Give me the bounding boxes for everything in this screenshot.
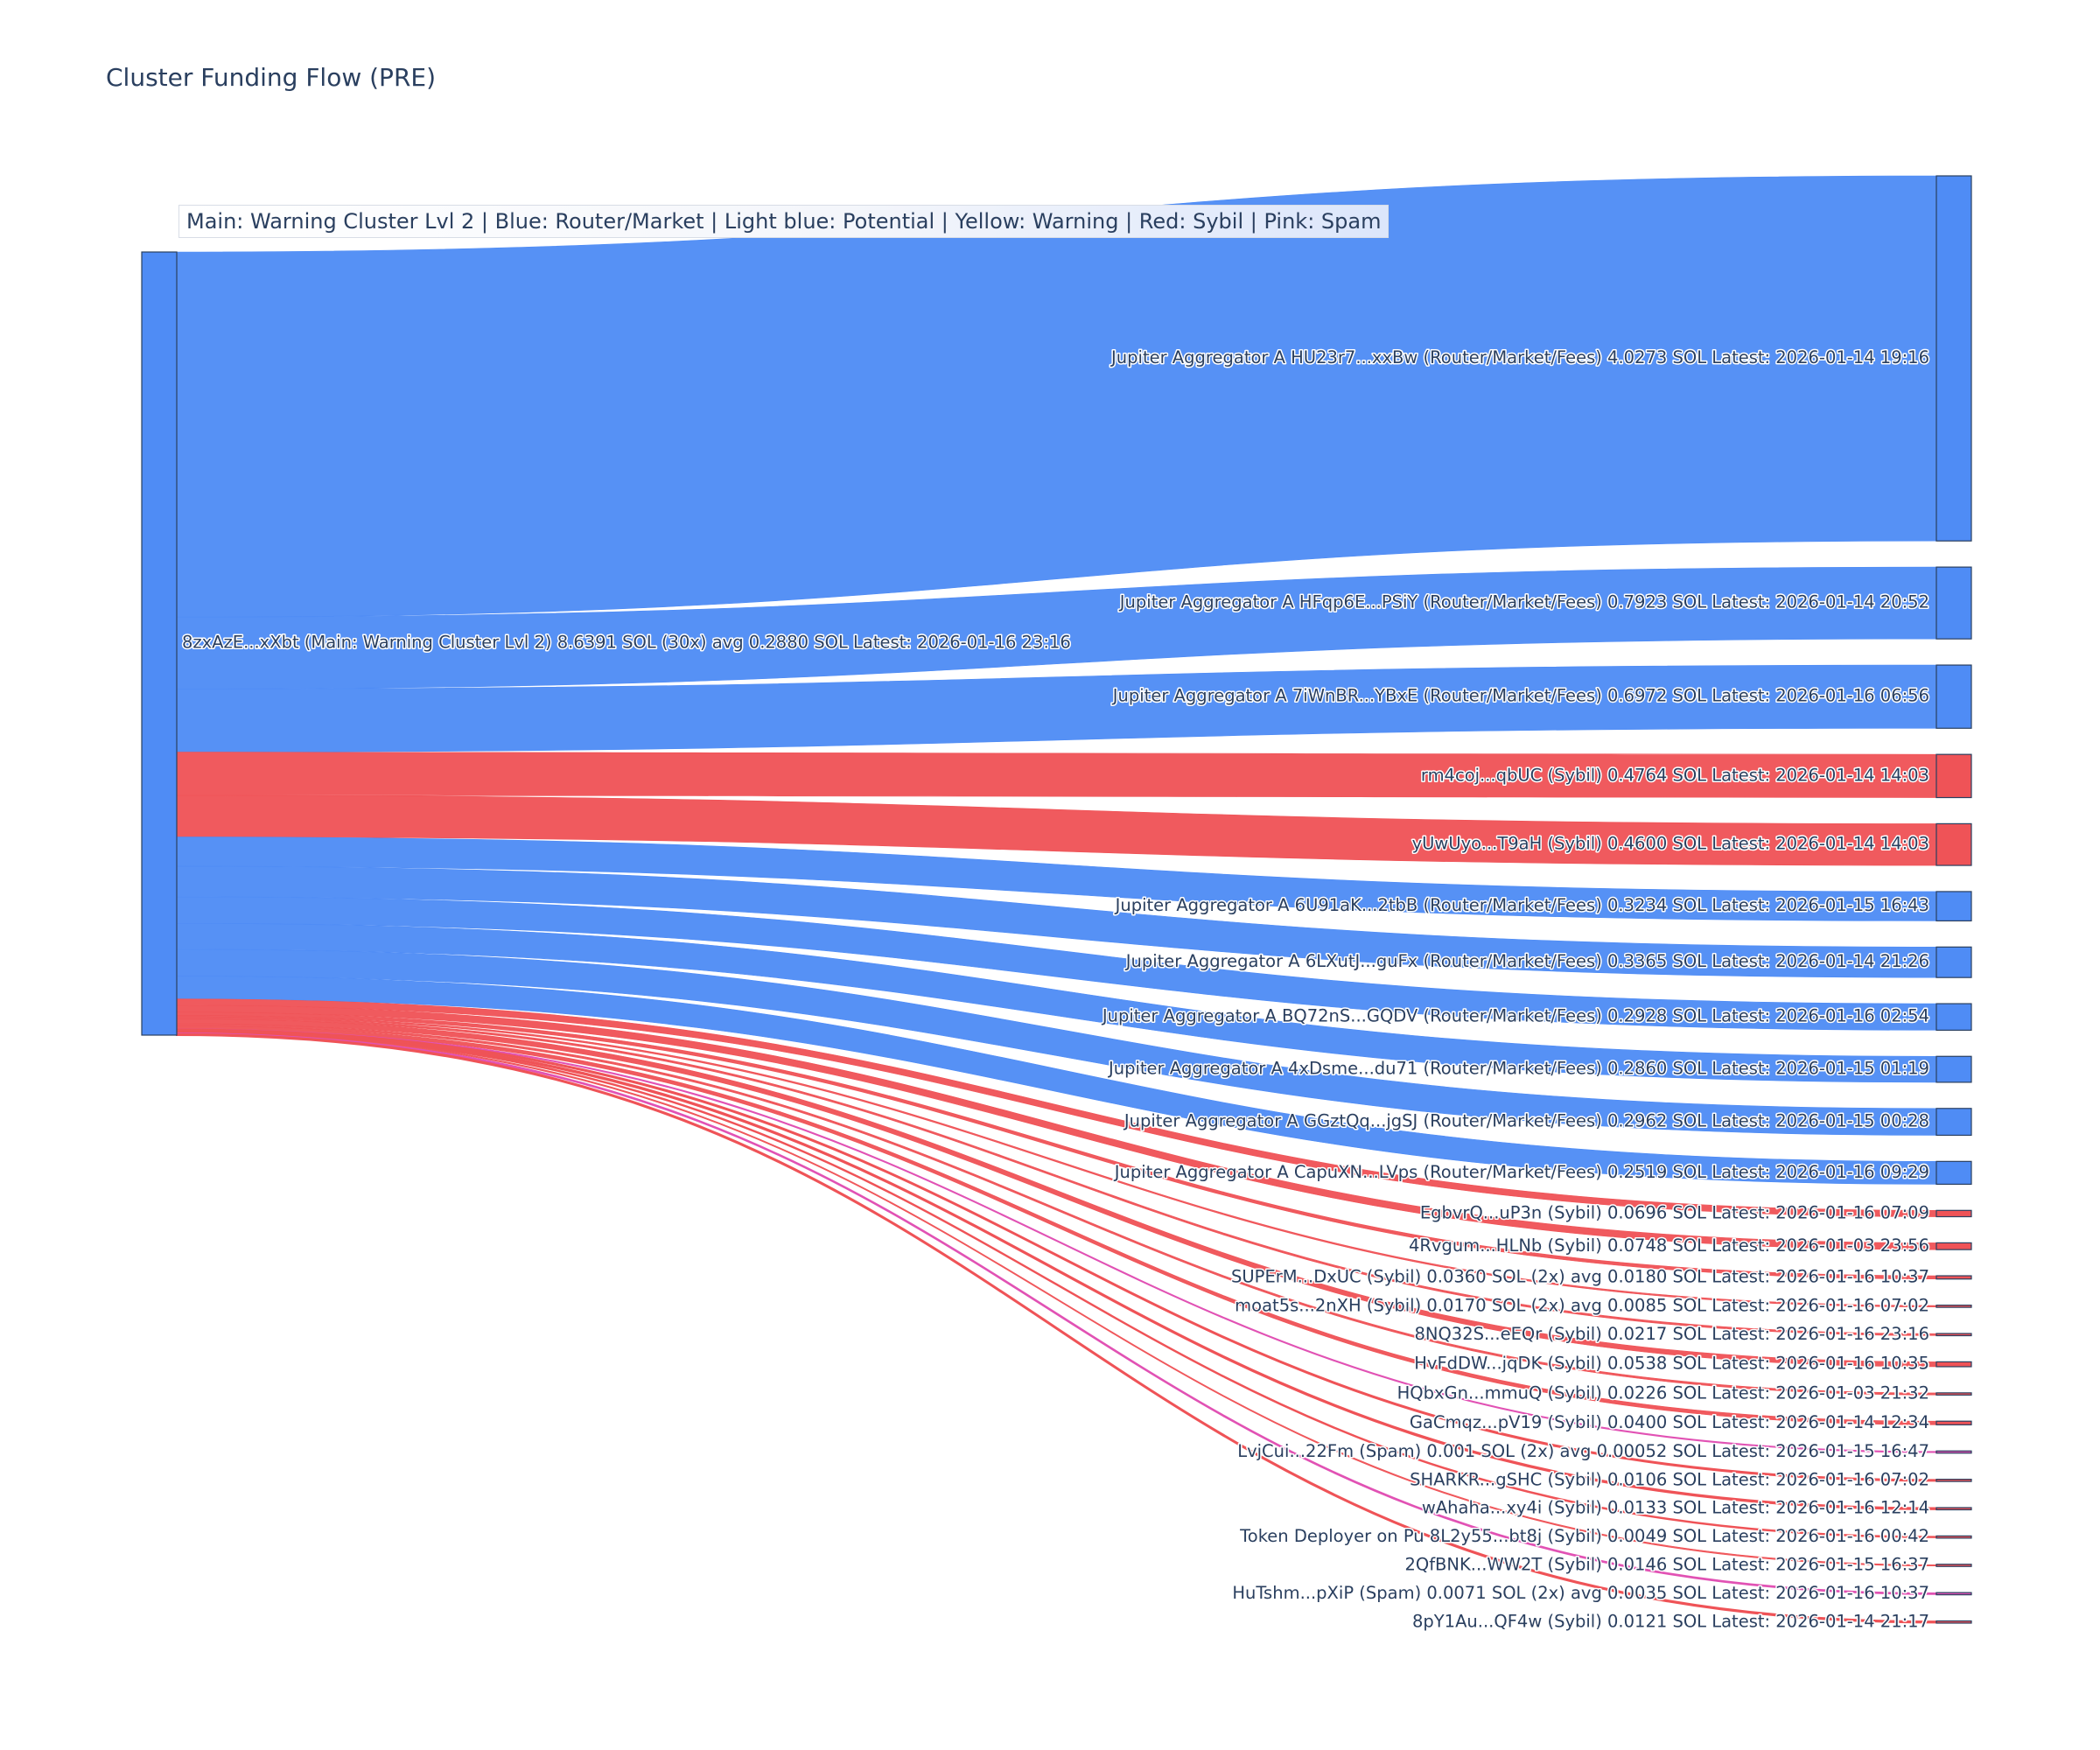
target-node-label: 8NQ32S...eEQr (Sybil) 0.0217 SOL Latest:… bbox=[1414, 1324, 1929, 1344]
target-node[interactable] bbox=[1936, 822, 1972, 866]
target-node[interactable] bbox=[1936, 1392, 1972, 1396]
target-node[interactable] bbox=[1936, 1564, 1972, 1567]
target-node-label: EgbvrQ...uP3n (Sybil) 0.0696 SOL Latest:… bbox=[1420, 1202, 1929, 1222]
target-node-label: Token Deployer on Pu 8L2y55...bt8j (Sybi… bbox=[1239, 1526, 1929, 1546]
flow-links bbox=[176, 175, 1937, 1624]
target-node[interactable] bbox=[1936, 175, 1972, 542]
target-node-label: GaCmqz...pV19 (Sybil) 0.0400 SOL Latest:… bbox=[1410, 1412, 1929, 1432]
target-node[interactable] bbox=[1936, 753, 1972, 799]
target-node-label: Jupiter Aggregator A HFqp6E...PSiY (Rout… bbox=[1118, 592, 1929, 612]
target-node[interactable] bbox=[1936, 1592, 1972, 1596]
target-node-label: rm4coj...qbUC (Sybil) 0.4764 SOL Latest:… bbox=[1421, 765, 1929, 785]
target-node-label: 4Rvgum...HLNb (Sybil) 0.0748 SOL Latest:… bbox=[1409, 1236, 1929, 1256]
source-node[interactable] bbox=[141, 251, 178, 1036]
target-node[interactable] bbox=[1936, 1361, 1972, 1368]
target-node-label: Jupiter Aggregator A 4xDsme...du71 (Rout… bbox=[1107, 1059, 1929, 1079]
target-node[interactable] bbox=[1936, 1620, 1972, 1624]
target-node-label: SUPErM...DxUC (Sybil) 0.0360 SOL (2x) av… bbox=[1231, 1266, 1929, 1286]
target-node-label: Jupiter Aggregator A BQ72nS...GQDV (Rout… bbox=[1101, 1006, 1929, 1026]
target-node-label: Jupiter Aggregator A CapuXN...LVps (Rout… bbox=[1113, 1162, 1929, 1182]
target-node[interactable] bbox=[1936, 1507, 1972, 1511]
target-node[interactable] bbox=[1936, 1108, 1972, 1137]
target-node[interactable] bbox=[1936, 1305, 1972, 1308]
target-node-label: HvFdDW...jqDK (Sybil) 0.0538 SOL Latest:… bbox=[1414, 1354, 1929, 1374]
target-node[interactable] bbox=[1936, 1055, 1972, 1083]
target-node[interactable] bbox=[1936, 1160, 1972, 1186]
target-node-label: Jupiter Aggregator A 6LXutJ...guFx (Rout… bbox=[1124, 951, 1929, 971]
target-node-label: SHARKR...gSHC (Sybil) 0.0106 SOL Latest:… bbox=[1410, 1469, 1929, 1489]
target-node[interactable] bbox=[1936, 1209, 1972, 1218]
target-node[interactable] bbox=[1936, 664, 1972, 729]
target-node[interactable] bbox=[1936, 1450, 1972, 1454]
target-node-label: Jupiter Aggregator A 7iWnBR...YBxE (Rout… bbox=[1111, 686, 1929, 706]
target-node-label: 8pY1Au...QF4w (Sybil) 0.0121 SOL Latest:… bbox=[1412, 1611, 1929, 1631]
target-node[interactable] bbox=[1936, 1479, 1972, 1482]
target-node-label: moat5s...2nXH (Sybil) 0.0170 SOL (2x) av… bbox=[1235, 1295, 1929, 1315]
target-node-label: Jupiter Aggregator A GGztQq...jgSJ (Rout… bbox=[1123, 1111, 1929, 1131]
target-node-label: HuTshm...pXiP (Spam) 0.0071 SOL (2x) avg… bbox=[1232, 1583, 1929, 1603]
target-node[interactable] bbox=[1936, 946, 1972, 978]
target-node-label: Jupiter Aggregator A 6U91aK...2tbB (Rout… bbox=[1114, 895, 1929, 915]
target-node[interactable] bbox=[1936, 1003, 1972, 1031]
node-labels: Jupiter Aggregator A HU23r7...xxBw (Rout… bbox=[181, 346, 1931, 1633]
target-node[interactable] bbox=[1936, 1242, 1972, 1250]
target-node-label: 2QfBNK...WW2T (Sybil) 0.0146 SOL Latest:… bbox=[1404, 1554, 1929, 1574]
target-node[interactable] bbox=[1936, 1275, 1972, 1280]
target-node-label: LvjCui...22Fm (Spam) 0.001 SOL (2x) avg … bbox=[1237, 1441, 1929, 1461]
target-node-label: yUwUyo...T9aH (Sybil) 0.4600 SOL Latest:… bbox=[1412, 834, 1929, 854]
target-node[interactable] bbox=[1936, 566, 1972, 640]
flow-link[interactable] bbox=[176, 175, 1937, 618]
target-node[interactable] bbox=[1936, 1420, 1972, 1425]
target-node[interactable] bbox=[1936, 1535, 1972, 1539]
target-node-label: wAhaha...xy4i (Sybil) 0.0133 SOL Latest:… bbox=[1422, 1498, 1929, 1518]
legend-annotation: Main: Warning Cluster Lvl 2 | Blue: Rout… bbox=[178, 205, 1390, 238]
target-node-label: HQbxGn...mmuQ (Sybil) 0.0226 SOL Latest:… bbox=[1397, 1383, 1929, 1404]
target-node[interactable] bbox=[1936, 1333, 1972, 1337]
chart-title: Cluster Funding Flow (PRE) bbox=[106, 63, 437, 92]
target-node[interactable] bbox=[1936, 891, 1972, 922]
flow-nodes bbox=[141, 175, 1972, 1624]
source-node-label: 8zxAzE...xXbt (Main: Warning Cluster Lvl… bbox=[182, 633, 1071, 653]
target-node-label: Jupiter Aggregator A HU23r7...xxBw (Rout… bbox=[1110, 347, 1929, 368]
